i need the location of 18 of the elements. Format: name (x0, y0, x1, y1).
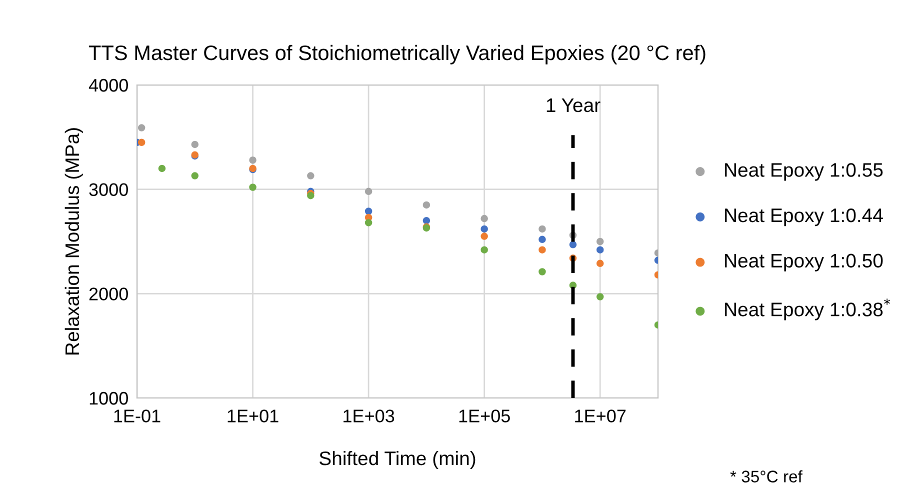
x-tick-label: 1E-01 (114, 410, 160, 422)
y-tick-label: 2000 (89, 288, 128, 300)
x-tick-label: 1E+03 (344, 410, 394, 422)
x-tick-label: 1E+07 (575, 410, 626, 422)
y-tick-label: 3000 (89, 183, 128, 196)
x-axis-title: Shifted Time (min) (320, 450, 476, 470)
legend-label: Neat Epoxy 1:0.50 (725, 254, 883, 272)
y-tick-label: 1000 (90, 392, 128, 405)
x-tick-label: 1E+05 (459, 410, 510, 422)
legend-label: Neat Epoxy 1:0.44 (725, 208, 883, 226)
y-axis-title: Relaxation Modulus (MPa) (64, 128, 83, 354)
legend-label: Neat Epoxy 1:0.38$^{*}$ (725, 298, 890, 320)
x-tick-label: 1E+01 (228, 410, 278, 422)
legend-label: Neat Epoxy 1:0.55 (725, 163, 883, 181)
y-tick-label: 4000 (88, 78, 128, 92)
ref-line-label: 1 Year (546, 98, 600, 112)
text: * 35°C ref (730, 470, 802, 482)
chart-title: TTS Master Curves of Stoichiometrically Varied Epoxies (20 °C ref) (88, 44, 706, 64)
